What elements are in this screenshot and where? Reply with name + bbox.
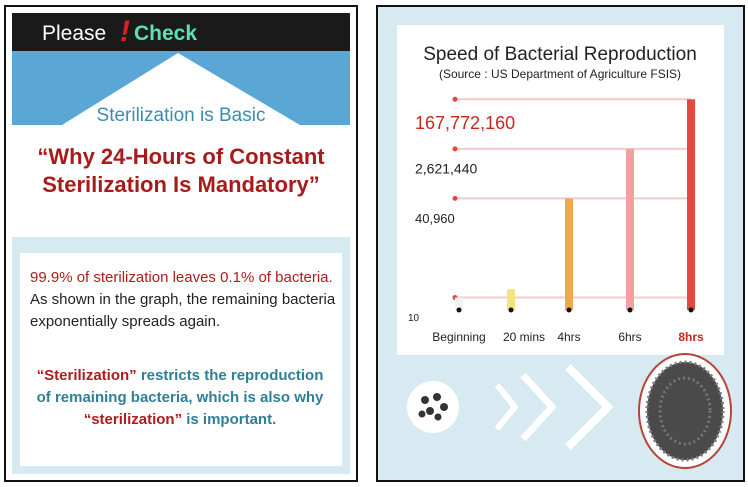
bar — [565, 198, 573, 310]
left-panel: Please ! Check Sterilization is Basic “W… — [4, 5, 358, 482]
text-box-inner: 99.9% of sterilization leaves 0.1% of ba… — [20, 253, 342, 466]
paragraph: 99.9% of sterilization leaves 0.1% of ba… — [30, 267, 340, 333]
x-tick-label: 8hrs — [678, 330, 704, 344]
baseline-dot — [508, 307, 514, 313]
y-tick-label: 167,772,160 — [415, 113, 515, 133]
highlight: “sterilization” — [83, 411, 183, 428]
chart-subtitle: (Source : US Department of Agriculture F… — [439, 67, 681, 81]
bar — [507, 289, 515, 310]
text: restricts the reproduction of remaining … — [36, 367, 324, 406]
text: is important. — [182, 411, 277, 428]
paragraph: “Sterilization” restricts the reproducti… — [30, 365, 330, 431]
chart-title: Speed of Bacterial Reproduction — [423, 44, 697, 65]
chart-card — [397, 25, 724, 355]
y-tick-label: 2,621,440 — [415, 161, 477, 177]
tick-dot — [452, 195, 458, 201]
y-tick-label: 10 — [408, 313, 420, 324]
x-tick-label: Beginning — [432, 330, 485, 344]
header-please: Please — [42, 22, 107, 45]
baseline-dot — [566, 307, 572, 313]
text: As shown in the graph, the remaining bac… — [30, 291, 336, 330]
bar — [687, 99, 695, 310]
subtitle: Sterilization is Basic — [96, 105, 266, 126]
heading: “Why 24-Hours of Constant Sterilization … — [6, 143, 356, 199]
baseline-dot — [456, 307, 462, 313]
illustration — [407, 353, 732, 469]
header-check: Check — [134, 22, 198, 45]
header-band — [12, 51, 350, 125]
heading-line: “Why 24-Hours of Constant — [37, 144, 325, 169]
x-tick-label: 20 mins — [503, 330, 545, 344]
heading-line: Sterilization Is Mandatory” — [42, 172, 320, 197]
text-box: 99.9% of sterilization leaves 0.1% of ba… — [12, 237, 350, 474]
baseline-dot — [688, 307, 694, 313]
baseline-dot — [627, 307, 633, 313]
y-tick-label: 40,960 — [415, 211, 455, 226]
bar — [455, 297, 463, 310]
highlight: “Sterilization” — [36, 367, 137, 384]
tick-dot — [452, 146, 458, 152]
x-tick-label: 6hrs — [618, 330, 641, 344]
bar — [626, 148, 634, 310]
highlight: 99.9% of sterilization leaves 0.1% of ba… — [30, 269, 333, 286]
x-tick-label: 4hrs — [557, 330, 580, 344]
header-exclaim: ! — [120, 15, 130, 48]
header-bar: Please ! Check — [12, 13, 350, 51]
tick-dot — [452, 96, 458, 102]
